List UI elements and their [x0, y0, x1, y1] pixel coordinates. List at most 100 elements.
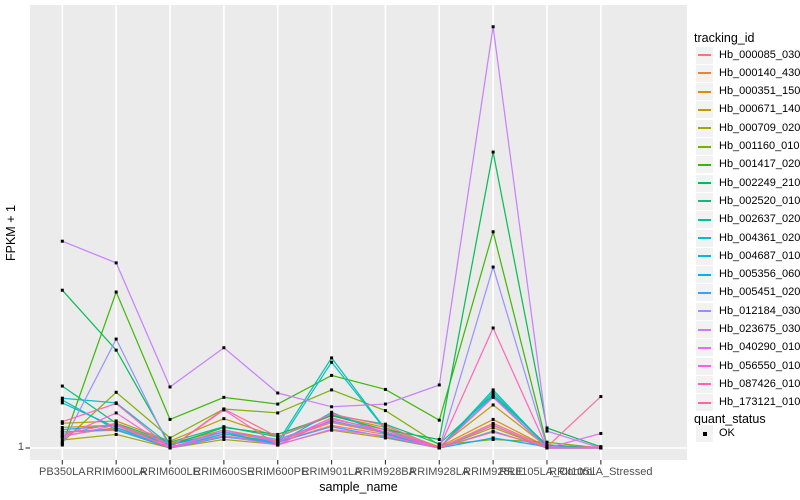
point-marker	[168, 436, 172, 440]
point-marker	[276, 432, 280, 436]
point-marker	[437, 418, 441, 422]
color-line-swatch	[698, 273, 711, 276]
color-key-icon	[696, 302, 713, 320]
color-key-icon	[696, 64, 713, 82]
point-marker	[60, 288, 64, 292]
point-marker	[383, 426, 387, 430]
point-marker	[114, 426, 118, 430]
x-tick-label-RRIM600SE: RRIM600SE	[193, 466, 255, 478]
color-line-swatch	[698, 182, 711, 185]
point-marker	[330, 388, 334, 392]
color-key-icon	[696, 46, 713, 64]
color-key-icon	[696, 357, 713, 375]
color-key-icon	[696, 83, 713, 101]
point-marker	[491, 423, 495, 427]
legend-item-label: Hb_087426_010	[719, 377, 800, 390]
point-marker	[545, 445, 549, 449]
point-marker	[491, 390, 495, 394]
point-marker	[599, 395, 603, 399]
legend-item-label: Hb_005451_020	[719, 286, 800, 299]
point-marker	[222, 346, 226, 350]
point-marker	[222, 430, 226, 434]
point-marker	[222, 417, 226, 421]
color-line-swatch	[698, 200, 711, 203]
color-line-swatch	[698, 90, 711, 93]
point-marker	[383, 387, 387, 391]
legend-item-label: Hb_000671_140	[719, 103, 800, 116]
legend-item-label: Hb_002249_210	[719, 176, 800, 189]
point-marker	[383, 430, 387, 434]
point-marker	[114, 390, 118, 394]
point-marker	[60, 426, 64, 430]
color-line-swatch	[698, 291, 711, 294]
point-marker	[545, 429, 549, 433]
legend-item-label: Hb_002637_020	[719, 213, 800, 226]
point-marker	[330, 360, 334, 364]
point-marker	[168, 440, 172, 444]
legend-item-label: Hb_001160_010	[719, 140, 800, 152]
point-marker	[222, 434, 226, 438]
point-marker	[330, 412, 334, 416]
point-marker	[276, 402, 280, 406]
color-line-swatch	[698, 365, 711, 368]
legend-item-label: Hb_004361_020	[719, 231, 800, 244]
point-marker	[222, 428, 226, 432]
legend-item-label: Hb_012184_030	[719, 304, 800, 317]
point-marker	[60, 435, 64, 439]
point-marker	[60, 398, 64, 402]
point-marker	[168, 385, 172, 389]
point-marker	[330, 373, 334, 377]
point-marker	[114, 421, 118, 425]
point-marker	[276, 435, 280, 439]
x-tick-label-RRIM928BA: RRIM928BA	[354, 466, 416, 478]
color-key-icon	[696, 174, 713, 192]
x-tick-label-RRIM600PE: RRIM600PE	[247, 466, 309, 478]
point-marker	[114, 411, 118, 415]
color-key-icon	[696, 375, 713, 393]
point-marker	[114, 290, 118, 294]
point-marker	[383, 423, 387, 427]
point-marker	[383, 434, 387, 438]
point-marker	[222, 425, 226, 429]
point-marker	[60, 420, 64, 424]
color-line-swatch	[698, 383, 711, 386]
point-marker	[60, 396, 64, 400]
point-marker	[222, 395, 226, 399]
point-marker	[491, 25, 495, 29]
point-marker	[545, 426, 549, 430]
point-marker	[599, 445, 603, 449]
point-marker	[222, 407, 226, 411]
point-marker	[330, 425, 334, 429]
point-marker	[330, 416, 334, 420]
point-marker	[491, 403, 495, 407]
point-marker	[330, 356, 334, 360]
color-key-icon	[696, 119, 713, 137]
point-marker	[114, 261, 118, 265]
color-key-icon	[696, 156, 713, 174]
point-marker	[437, 446, 441, 450]
point-marker	[222, 438, 226, 442]
legend-item-label: Hb_023675_030	[719, 323, 800, 335]
color-line-swatch	[698, 401, 711, 404]
legend: tracking_id Hb_000085_030 Hb_000140_430 Hb…	[694, 0, 800, 500]
y-tick-label: 1	[17, 441, 24, 453]
legend-item-label: Hb_173121_010	[719, 396, 800, 409]
point-marker	[276, 440, 280, 444]
point-marker	[114, 348, 118, 352]
color-key-icon	[696, 229, 713, 247]
point-marker	[491, 438, 495, 442]
point-marker	[60, 428, 64, 432]
x-tick-label-RRII105LA_Control: RRII105LA_Control	[499, 466, 595, 478]
color-line-swatch	[698, 310, 711, 313]
point-marker	[60, 438, 64, 442]
legend-item-label: Hb_000085_030	[719, 48, 800, 61]
color-line-swatch	[698, 163, 711, 166]
color-line-swatch	[698, 145, 711, 148]
point-marker	[383, 432, 387, 436]
color-key-icon	[696, 266, 713, 284]
point-marker	[330, 410, 334, 414]
x-tick-label-RRIM928LE: RRIM928LE	[463, 466, 524, 478]
point-marker	[491, 421, 495, 425]
point-marker	[60, 239, 64, 243]
